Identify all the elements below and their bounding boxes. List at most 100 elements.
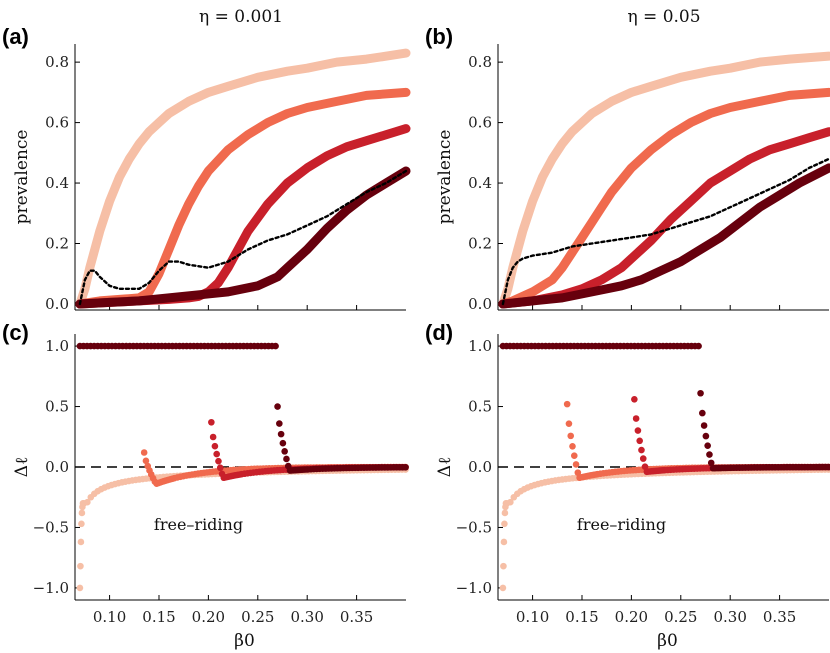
- data-point-medium: [570, 452, 578, 460]
- y-tick-label: 0.4: [468, 174, 492, 192]
- data-point-dark: [402, 463, 409, 471]
- data-point-dark: [281, 448, 288, 455]
- data-point-dark: [277, 430, 285, 438]
- data-point-dark: [707, 459, 715, 467]
- data-point-light: [500, 538, 508, 546]
- y-tick-label: 0.8: [45, 53, 69, 71]
- data-point-light: [77, 562, 84, 570]
- x-tick-label: 0.15: [142, 608, 175, 626]
- data-point-red: [632, 415, 640, 422]
- data-point-red: [213, 450, 220, 458]
- data-point-red: [631, 395, 638, 403]
- data-point-dark: [704, 442, 711, 449]
- y-axis-title: prevalence: [12, 130, 32, 225]
- data-point-light: [77, 538, 85, 546]
- data-point-red: [211, 442, 219, 450]
- data-point-red: [639, 455, 647, 462]
- data-point-dark: [276, 420, 283, 427]
- data-point-light: [501, 509, 509, 517]
- y-tick-label: 0.6: [45, 114, 69, 132]
- y-tick-label: 0.5: [468, 398, 492, 416]
- prevalence-panel-a: 0.0 0.2 0.4 0.6 0.8 prevalence: [12, 44, 411, 313]
- x-tick-label: 0.30: [713, 608, 746, 626]
- y-tick-label: 0.6: [468, 114, 492, 132]
- data-point-dark: [700, 422, 708, 429]
- data-point-medium: [572, 461, 580, 468]
- y-tick-label: 1.0: [45, 337, 69, 355]
- data-point-top: [272, 342, 279, 350]
- y-tick-label: −1.0: [33, 579, 69, 597]
- data-point-dark: [699, 409, 706, 417]
- prevalence-panel-b: 0.0 0.2 0.4 0.6 0.8 prevalence: [435, 44, 830, 313]
- data-point-dark: [697, 389, 704, 397]
- series-line-medium: [498, 87, 830, 309]
- data-point-light: [500, 562, 507, 570]
- x-tick-label: 0.20: [192, 608, 225, 626]
- x-axis-title: β0: [657, 631, 678, 651]
- data-point-light: [84, 498, 91, 506]
- data-point-dark: [279, 439, 287, 447]
- data-point-light: [78, 520, 85, 528]
- series-line-dark: [498, 163, 830, 309]
- free-riding-annotation: free–riding: [577, 515, 666, 534]
- data-point-dark: [283, 455, 290, 463]
- panel-label-d: (d): [425, 320, 453, 345]
- x-tick-label: 0.35: [340, 608, 373, 626]
- data-point-medium: [574, 469, 582, 476]
- x-tick-label: 0.25: [664, 608, 697, 626]
- data-point-red: [638, 446, 645, 454]
- x-axis-title: β0: [234, 631, 255, 651]
- y-tick-label: 0.2: [468, 235, 492, 253]
- series-line-eq_line: [501, 157, 830, 306]
- y-axis-title: Δℓ: [435, 457, 455, 477]
- data-point-red: [208, 418, 215, 426]
- y-tick-label: 0.4: [45, 174, 69, 192]
- x-tick-label: 0.20: [615, 608, 648, 626]
- delta-panel-d: −1.0 −0.5 0.0 0.5 1.0 0.10 0.15 0.20 0.25 0.30 0.3…: [435, 334, 830, 651]
- data-point-medium: [569, 443, 576, 450]
- y-tick-label: 1.0: [468, 337, 492, 355]
- data-point-medium: [567, 432, 575, 440]
- data-point-light: [499, 584, 507, 592]
- data-point-dark: [706, 451, 713, 458]
- panel-label-b: (b): [425, 24, 453, 49]
- data-point-light: [76, 584, 84, 592]
- x-tick-label: 0.15: [565, 608, 598, 626]
- data-point-dark: [825, 463, 830, 471]
- data-point-medium: [565, 420, 573, 427]
- x-tick-label: 0.25: [241, 608, 274, 626]
- y-tick-label: −1.0: [456, 579, 492, 597]
- data-point-light: [501, 520, 508, 528]
- x-tick-label: 0.30: [290, 608, 323, 626]
- x-tick-label: 0.10: [93, 608, 126, 626]
- data-point-light: [78, 509, 86, 517]
- series-line-dark: [75, 166, 411, 309]
- data-point-medium: [142, 457, 150, 465]
- data-point-medium: [140, 449, 148, 456]
- data-point-medium: [563, 400, 571, 408]
- x-tick-label: 0.35: [763, 608, 796, 626]
- y-axis-title: Δℓ: [12, 457, 32, 477]
- delta-panel-c: −1.0 −0.5 0.0 0.5 1.0 0.10 0.15 0.20 0.25 0.30 0.3…: [12, 334, 409, 651]
- panel-label-a: (a): [2, 24, 29, 49]
- y-tick-label: 0.0: [468, 295, 492, 313]
- data-point-top: [695, 342, 702, 350]
- y-tick-label: −0.5: [456, 518, 492, 536]
- y-tick-label: 0.5: [45, 398, 69, 416]
- data-point-red: [634, 427, 642, 434]
- data-point-red: [216, 464, 224, 472]
- series-line-eq_line: [78, 169, 408, 306]
- data-point-red: [209, 433, 217, 441]
- series-line-light: [498, 51, 830, 309]
- x-tick-label: 0.10: [516, 608, 549, 626]
- panel-label-c: (c): [2, 320, 29, 345]
- free-riding-annotation: free–riding: [154, 515, 243, 534]
- y-tick-label: 0.0: [45, 295, 69, 313]
- y-tick-label: 0.2: [45, 235, 69, 253]
- y-tick-label: 0.0: [45, 458, 69, 476]
- y-tick-label: −0.5: [33, 518, 69, 536]
- series-line-red: [498, 127, 830, 309]
- data-point-red: [636, 437, 643, 445]
- column-title-left: η = 0.001: [199, 7, 283, 27]
